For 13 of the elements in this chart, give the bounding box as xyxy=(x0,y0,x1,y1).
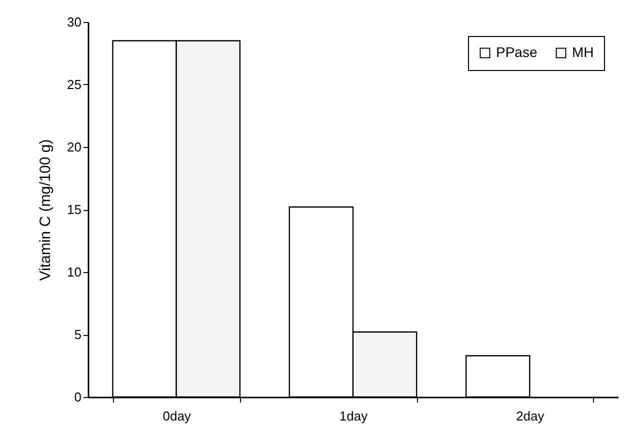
legend-label: MH xyxy=(572,44,594,60)
y-tick-label: 5 xyxy=(74,327,82,342)
x-tick-label: 0day xyxy=(162,408,192,424)
y-tick-label: 15 xyxy=(67,202,82,217)
y-tick-label: 30 xyxy=(67,14,82,30)
y-axis-title: Vitamin C (mg/100 g) xyxy=(37,139,54,281)
legend-label: PPase xyxy=(496,44,538,60)
y-tick-label: 25 xyxy=(67,77,82,92)
x-tick-label: 2day xyxy=(516,408,545,424)
y-tick-label: 0 xyxy=(74,390,82,404)
x-tick-label: 1day xyxy=(339,408,368,424)
y-tick-label: 10 xyxy=(67,264,82,280)
y-tick-label: 20 xyxy=(67,140,82,154)
